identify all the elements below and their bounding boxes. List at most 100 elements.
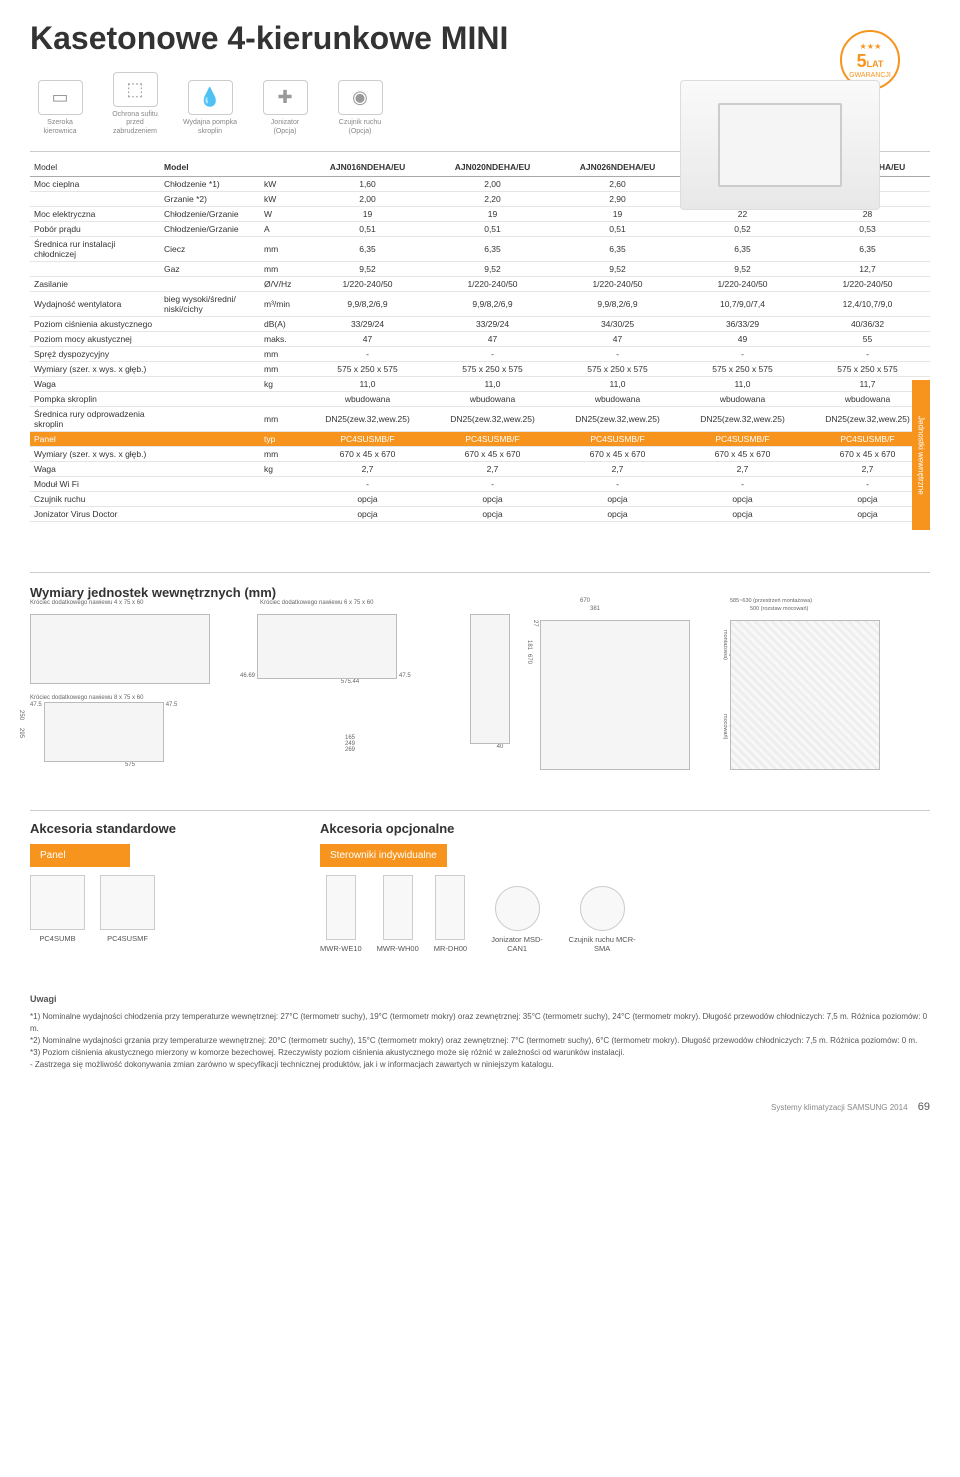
row-sublabel (160, 407, 260, 432)
dim-val: 381 (590, 606, 600, 612)
table-cell: 2,7 (680, 462, 805, 477)
table-cell: 49 (680, 332, 805, 347)
table-cell: 12,4/10,7/9,0 (805, 292, 930, 317)
row-label: Wydajność wentylatora (30, 292, 160, 317)
table-cell: 34/30/25 (555, 317, 680, 332)
row-unit: kg (260, 377, 305, 392)
notes-title: Uwagi (30, 993, 930, 1007)
accessory-label: MWR-WE10 (320, 944, 362, 953)
feature-label: Szeroka kierownica (30, 119, 90, 136)
table-cell: 9,52 (680, 262, 805, 277)
accessory-item: PC4SUSMF (100, 875, 155, 943)
table-cell: 19 (430, 207, 555, 222)
row-label: Waga (30, 462, 160, 477)
table-cell: 33/29/24 (305, 317, 430, 332)
row-label: Wymiary (szer. x wys. x głęb.) (30, 447, 160, 462)
notes-section: Uwagi *1) Nominalne wydajności chłodzeni… (30, 993, 930, 1071)
table-cell: 1/220-240/50 (305, 277, 430, 292)
badge-value: 5 (857, 51, 867, 71)
row-label: Czujnik ruchu (30, 492, 160, 507)
feature-item: 💧 Wydajna pompka skroplin (180, 80, 240, 136)
dim-val: 575.44 (240, 679, 460, 685)
table-cell: 575 x 250 x 575 (805, 362, 930, 377)
row-label: Poziom ciśnienia akustycznego (30, 317, 160, 332)
row-label (30, 192, 160, 207)
accessory-image (383, 875, 413, 940)
accessory-label: PC4SUMB (39, 934, 75, 943)
table-cell: 2,00 (305, 192, 430, 207)
table-cell: DN25(zew.32,wew.25) (305, 407, 430, 432)
feature-label: Czujnik ruchu(Opcja) (339, 119, 381, 136)
table-cell: opcja (430, 507, 555, 522)
row-sublabel (160, 362, 260, 377)
table-cell: PC4SUSMB/F (430, 432, 555, 447)
table-cell: 670 x 45 x 670 (555, 447, 680, 462)
row-sublabel (160, 507, 260, 522)
row-unit: mm (260, 262, 305, 277)
row-unit: kg (260, 462, 305, 477)
table-cell: - (805, 347, 930, 362)
accessory-item: Jonizator MSD-CAN1 (482, 886, 552, 953)
page-footer: Systemy klimatyzacji SAMSUNG 2014 69 (30, 1101, 930, 1113)
table-cell: 6,35 (305, 237, 430, 262)
badge-unit: LAT (867, 59, 884, 69)
table-cell: 6,35 (430, 237, 555, 262)
row-sublabel: Gaz (160, 262, 260, 277)
feature-label: Wydajna pompka skroplin (180, 119, 240, 136)
row-unit: typ (260, 432, 305, 447)
table-cell: 1,60 (305, 177, 430, 192)
accessory-item: MR-DH00 (434, 875, 467, 953)
table-cell: DN25(zew.32,wew.25) (555, 407, 680, 432)
row-sublabel: Chłodzenie/Grzanie (160, 207, 260, 222)
dim-val: 295 (18, 728, 24, 738)
row-sublabel (160, 432, 260, 447)
table-cell: 1/220-240/50 (805, 277, 930, 292)
table-cell: 36/33/29 (680, 317, 805, 332)
row-label: Zasilanie (30, 277, 160, 292)
row-label: Poziom mocy akustycznej (30, 332, 160, 347)
dim-drawing (44, 702, 164, 762)
table-cell: 6,35 (680, 237, 805, 262)
accessory-item: MWR-WE10 (320, 875, 362, 953)
table-row: Pobór prąduChłodzenie/GrzanieA0,510,510,… (30, 222, 930, 237)
dim-val: 670 (580, 598, 590, 604)
dim-val: 585~630 (przestrzeń montażowa) (730, 598, 812, 604)
dim-label: Króciec dodatkowego nawiewu 6 x 75 x 60 (260, 600, 373, 606)
table-cell: wbudowana (305, 392, 430, 407)
table-cell: 2,7 (555, 462, 680, 477)
table-cell: 670 x 45 x 670 (305, 447, 430, 462)
table-header-cell: AJN026NDEHA/EU (555, 160, 680, 177)
row-label: Moc elektryczna (30, 207, 160, 222)
note-line: *1) Nominalne wydajności chłodzenia przy… (30, 1011, 930, 1035)
acc-panel-label: Panel (30, 844, 130, 867)
table-cell: 2,7 (430, 462, 555, 477)
dim-val: 269 (345, 747, 355, 753)
table-cell: 11,0 (555, 377, 680, 392)
table-cell: 9,9/8,2/6,9 (430, 292, 555, 317)
dim-drawing (540, 620, 690, 770)
table-row: ZasilanieØ/V/Hz1/220-240/501/220-240/501… (30, 277, 930, 292)
row-label: Pompka skroplin (30, 392, 160, 407)
row-unit: kW (260, 177, 305, 192)
dim-val: 40 (470, 744, 530, 750)
table-cell: 575 x 250 x 575 (555, 362, 680, 377)
row-label: Panel (30, 432, 160, 447)
feature-icon: ✚ (263, 80, 308, 115)
row-sublabel (160, 477, 260, 492)
table-row: Wagakg11,011,011,011,011,7 (30, 377, 930, 392)
feature-label: Ochrona sufitu przed zabrudzeniem (105, 111, 165, 136)
accessory-label: Jonizator MSD-CAN1 (482, 935, 552, 953)
table-row: Wydajność wentylatorabieg wysoki/średni/… (30, 292, 930, 317)
feature-icon: 💧 (188, 80, 233, 115)
page-title: Kasetonowe 4-kierunkowe MINI (30, 20, 930, 57)
footer-text: Systemy klimatyzacji SAMSUNG 2014 (771, 1103, 907, 1112)
feature-item: ◉Czujnik ruchu(Opcja) (330, 80, 390, 136)
row-sublabel (160, 377, 260, 392)
feature-item: ⬚Ochrona sufitu przed zabrudzeniem (105, 72, 165, 136)
table-cell: - (430, 347, 555, 362)
table-cell: 55 (805, 332, 930, 347)
table-cell: 1/220-240/50 (680, 277, 805, 292)
table-cell: 47 (555, 332, 680, 347)
row-sublabel: Ciecz (160, 237, 260, 262)
row-sublabel (160, 392, 260, 407)
